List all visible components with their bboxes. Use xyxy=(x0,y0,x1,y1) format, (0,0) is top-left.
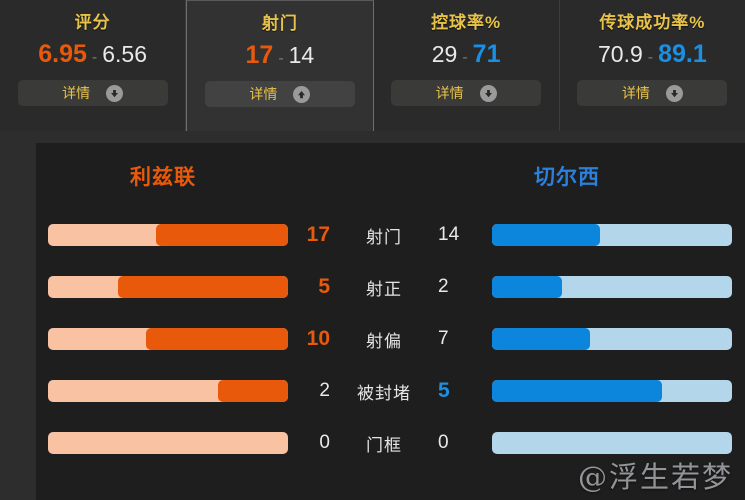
home-bar-fill xyxy=(218,380,288,402)
stat-row: 17 射门 14 xyxy=(36,209,745,261)
stat-rows: 17 射门 14 5 射正 2 10 射偏 7 2 被封堵 5 0 门框 0 xyxy=(36,205,745,469)
home-team-name: 利兹联 xyxy=(130,166,196,189)
away-stat-value: 5 xyxy=(438,379,450,402)
away-stat-value: 14 xyxy=(438,224,460,245)
away-stat-value: 2 xyxy=(438,276,449,297)
detail-button-label: 详情 xyxy=(435,85,464,101)
detail-button[interactable]: 详情 xyxy=(577,80,728,106)
away-bar xyxy=(492,328,732,350)
stat-card-4[interactable]: 传球成功率% 70.9-89.1 详情 xyxy=(559,0,745,131)
detail-button-label: 详情 xyxy=(621,85,650,101)
stat-row: 0 门框 0 xyxy=(36,417,745,469)
stat-row: 10 射偏 7 xyxy=(36,313,745,365)
away-bar-fill xyxy=(492,328,591,350)
stat-card-dash: - xyxy=(278,50,284,67)
away-bar xyxy=(492,276,732,298)
detail-button[interactable]: 详情 xyxy=(204,81,355,107)
stat-label: 射偏 xyxy=(366,331,402,351)
away-bar xyxy=(492,380,732,402)
stat-cards-strip: 评分 6.95-6.56 详情 射门 17-14 详情 控球率% 29-71 详情 传球成功率% 7… xyxy=(0,0,745,131)
left-gutter xyxy=(0,131,36,500)
home-bar-fill xyxy=(146,328,288,350)
stat-label: 射正 xyxy=(366,279,402,299)
home-stat-value: 17 xyxy=(306,223,330,246)
panel-top-strip xyxy=(36,131,745,143)
stat-card-home-value: 17 xyxy=(245,41,274,69)
home-bar-fill xyxy=(156,224,288,246)
stat-card-home-value: 70.9 xyxy=(597,41,643,67)
home-bar xyxy=(48,224,288,246)
stat-card-away-value: 6.56 xyxy=(102,41,147,67)
stat-label: 门框 xyxy=(366,435,402,455)
stat-card-away-value: 14 xyxy=(288,42,315,68)
away-bar xyxy=(492,432,732,454)
stat-card-dash: - xyxy=(462,49,468,66)
home-stat-value: 5 xyxy=(318,275,330,298)
away-stat-value: 7 xyxy=(438,328,449,349)
home-bar xyxy=(48,328,288,350)
stat-card-values: 6.95-6.56 xyxy=(38,39,147,73)
stat-card-values: 70.9-89.1 xyxy=(598,39,707,73)
stat-card-title: 传球成功率% xyxy=(599,13,706,32)
stat-card-home-value: 6.95 xyxy=(38,40,87,68)
stat-card-values: 17-14 xyxy=(246,40,315,74)
team-header: 利兹联 切尔西 xyxy=(36,143,745,205)
home-bar xyxy=(48,276,288,298)
stat-card-1[interactable]: 评分 6.95-6.56 详情 xyxy=(0,0,187,131)
stat-card-dash: - xyxy=(647,49,654,66)
away-team-name: 切尔西 xyxy=(534,166,600,189)
stat-row: 5 射正 2 xyxy=(36,261,745,313)
home-bar xyxy=(48,432,288,454)
home-stat-value: 0 xyxy=(319,432,330,453)
home-bar xyxy=(48,380,288,402)
stat-card-dash: - xyxy=(91,49,98,66)
stat-card-3[interactable]: 控球率% 29-71 详情 xyxy=(373,0,560,131)
stat-card-away-value: 71 xyxy=(472,40,501,68)
home-bar-fill xyxy=(117,276,288,298)
detail-button[interactable]: 详情 xyxy=(17,80,168,106)
stat-label: 被封堵 xyxy=(357,383,411,403)
arrow-down-icon xyxy=(479,84,497,102)
stat-card-title: 射门 xyxy=(261,14,298,33)
away-bar-fill xyxy=(492,380,663,402)
stat-card-title: 评分 xyxy=(74,13,111,32)
stats-panel: 利兹联 切尔西 17 射门 14 5 射正 2 10 射偏 7 2 被封堵 5 0 门框 0 xyxy=(36,143,745,500)
home-stat-value: 2 xyxy=(319,380,330,401)
arrow-up-icon xyxy=(293,85,311,103)
stat-label: 射门 xyxy=(366,227,402,247)
stat-card-2[interactable]: 射门 17-14 详情 xyxy=(186,0,374,131)
detail-button[interactable]: 详情 xyxy=(391,80,542,106)
stat-row: 2 被封堵 5 xyxy=(36,365,745,417)
stat-card-title: 控球率% xyxy=(431,13,502,32)
stat-card-values: 29-71 xyxy=(432,39,501,73)
detail-button-label: 详情 xyxy=(62,85,91,101)
home-stat-value: 10 xyxy=(306,327,330,350)
away-bar-fill xyxy=(492,224,600,246)
arrow-down-icon xyxy=(106,84,124,102)
detail-button-label: 详情 xyxy=(249,86,278,102)
away-bar-fill xyxy=(492,276,562,298)
away-bar xyxy=(492,224,732,246)
stat-card-home-value: 29 xyxy=(431,41,458,67)
arrow-down-icon xyxy=(665,84,683,102)
away-stat-value: 0 xyxy=(438,432,449,453)
stat-card-away-value: 89.1 xyxy=(658,40,707,68)
